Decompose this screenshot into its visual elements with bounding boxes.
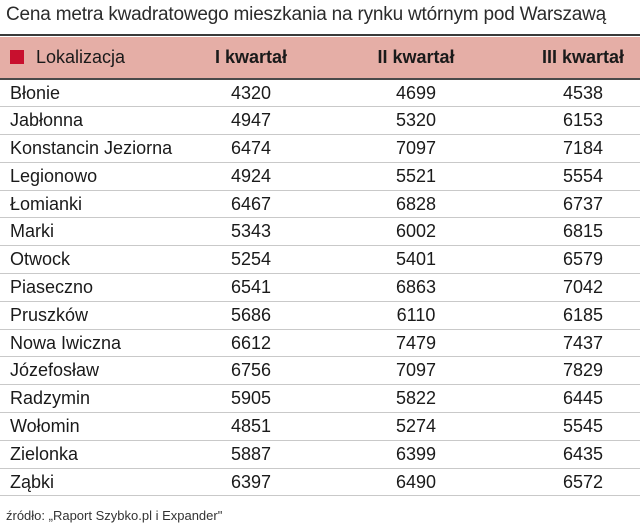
price-cell-q3: 5554 bbox=[526, 162, 640, 191]
location-name: Piaseczno bbox=[0, 273, 196, 302]
source-note: źródło: „Raport Szybko.pl i Expander" bbox=[6, 508, 223, 523]
location-name: Wołomin bbox=[0, 412, 196, 441]
title-divider bbox=[0, 34, 640, 36]
location-name: Nowa Iwiczna bbox=[0, 329, 196, 358]
price-cell-q2: 6002 bbox=[306, 217, 526, 247]
price-cell-q2: 5274 bbox=[306, 412, 526, 441]
price-cell-q2: 5320 bbox=[306, 106, 526, 136]
price-cell-q3: 7829 bbox=[526, 356, 640, 386]
price-cell-q1: 4924 bbox=[196, 162, 306, 191]
location-name: Pruszków bbox=[0, 301, 196, 330]
price-cell-q1: 5905 bbox=[196, 384, 306, 414]
price-cell-q2: 5521 bbox=[306, 162, 526, 191]
location-name: Marki bbox=[0, 217, 196, 247]
price-cell-q1: 6397 bbox=[196, 468, 306, 497]
price-cell-q3: 6153 bbox=[526, 106, 640, 136]
table-row: Błonie 4320 4699 4538 bbox=[0, 79, 640, 108]
table-row: Łomianki 6467 6828 6737 bbox=[0, 190, 640, 219]
location-name: Radzymin bbox=[0, 384, 196, 414]
price-cell-q3: 4538 bbox=[526, 79, 640, 108]
price-cell-q2: 6863 bbox=[306, 273, 526, 302]
table-row: Marki 5343 6002 6815 bbox=[0, 217, 640, 247]
table-row: Józefosław 6756 7097 7829 bbox=[0, 356, 640, 386]
price-cell-q1: 5686 bbox=[196, 301, 306, 330]
location-name: Józefosław bbox=[0, 356, 196, 386]
price-cell-q3: 6185 bbox=[526, 301, 640, 330]
price-cell-q2: 5822 bbox=[306, 384, 526, 414]
price-cell-q2: 6490 bbox=[306, 468, 526, 497]
table-row: Ząbki 6397 6490 6572 bbox=[0, 468, 640, 497]
price-cell-q3: 6445 bbox=[526, 384, 640, 414]
price-cell-q2: 4699 bbox=[306, 79, 526, 108]
price-cell-q1: 5343 bbox=[196, 217, 306, 247]
table-row: Legionowo 4924 5521 5554 bbox=[0, 162, 640, 191]
table-header-row: Lokalizacja I kwartał II kwartał III kwa… bbox=[0, 37, 640, 80]
price-cell-q3: 7042 bbox=[526, 273, 640, 302]
price-cell-q1: 6541 bbox=[196, 273, 306, 302]
price-cell-q3: 7184 bbox=[526, 134, 640, 163]
table-body: Błonie 4320 4699 4538 Jabłonna 4947 5320 6153 Ko… bbox=[0, 79, 640, 497]
price-cell-q1: 6612 bbox=[196, 329, 306, 358]
price-cell-q1: 5254 bbox=[196, 245, 306, 275]
price-cell-q3: 6579 bbox=[526, 245, 640, 275]
chart-title: Cena metra kwadratowego mieszkania na ry… bbox=[6, 4, 607, 25]
table-row: Otwock 5254 5401 6579 bbox=[0, 245, 640, 275]
column-header-location-label: Lokalizacja bbox=[36, 47, 126, 67]
price-cell-q2: 6399 bbox=[306, 440, 526, 469]
price-cell-q3: 6815 bbox=[526, 217, 640, 247]
price-cell-q2: 6110 bbox=[306, 301, 526, 330]
location-name: Błonie bbox=[0, 79, 196, 108]
location-name: Konstancin Jeziorna bbox=[0, 134, 196, 163]
column-header-q2: II kwartał bbox=[306, 37, 526, 80]
price-cell-q3: 5545 bbox=[526, 412, 640, 441]
location-name: Łomianki bbox=[0, 190, 196, 219]
location-name: Otwock bbox=[0, 245, 196, 275]
price-cell-q3: 6737 bbox=[526, 190, 640, 219]
price-cell-q2: 5401 bbox=[306, 245, 526, 275]
table-row: Jabłonna 4947 5320 6153 bbox=[0, 106, 640, 136]
table-row: Radzymin 5905 5822 6445 bbox=[0, 384, 640, 414]
price-cell-q3: 6435 bbox=[526, 440, 640, 469]
price-cell-q1: 4947 bbox=[196, 106, 306, 136]
price-cell-q3: 7437 bbox=[526, 329, 640, 358]
location-name: Zielonka bbox=[0, 440, 196, 469]
price-cell-q2: 7097 bbox=[306, 134, 526, 163]
price-table: Lokalizacja I kwartał II kwartał III kwa… bbox=[0, 37, 640, 497]
price-cell-q1: 5887 bbox=[196, 440, 306, 469]
location-name: Jabłonna bbox=[0, 106, 196, 136]
price-cell-q1: 6756 bbox=[196, 356, 306, 386]
square-marker-icon bbox=[10, 50, 24, 64]
price-cell-q2: 7097 bbox=[306, 356, 526, 386]
price-cell-q1: 6467 bbox=[196, 190, 306, 219]
table-row: Konstancin Jeziorna 6474 7097 7184 bbox=[0, 134, 640, 163]
table-row: Wołomin 4851 5274 5545 bbox=[0, 412, 640, 441]
location-name: Legionowo bbox=[0, 162, 196, 191]
column-header-q1: I kwartał bbox=[196, 37, 306, 80]
table-row: Zielonka 5887 6399 6435 bbox=[0, 440, 640, 469]
price-cell-q2: 6828 bbox=[306, 190, 526, 219]
table-row: Piaseczno 6541 6863 7042 bbox=[0, 273, 640, 302]
price-cell-q2: 7479 bbox=[306, 329, 526, 358]
table-row: Pruszków 5686 6110 6185 bbox=[0, 301, 640, 330]
price-cell-q1: 4320 bbox=[196, 79, 306, 108]
price-cell-q1: 4851 bbox=[196, 412, 306, 441]
price-cell-q3: 6572 bbox=[526, 468, 640, 497]
table-row: Nowa Iwiczna 6612 7479 7437 bbox=[0, 329, 640, 358]
column-header-location: Lokalizacja bbox=[0, 37, 196, 80]
location-name: Ząbki bbox=[0, 468, 196, 497]
column-header-q3: III kwartał bbox=[526, 37, 640, 80]
price-cell-q1: 6474 bbox=[196, 134, 306, 163]
